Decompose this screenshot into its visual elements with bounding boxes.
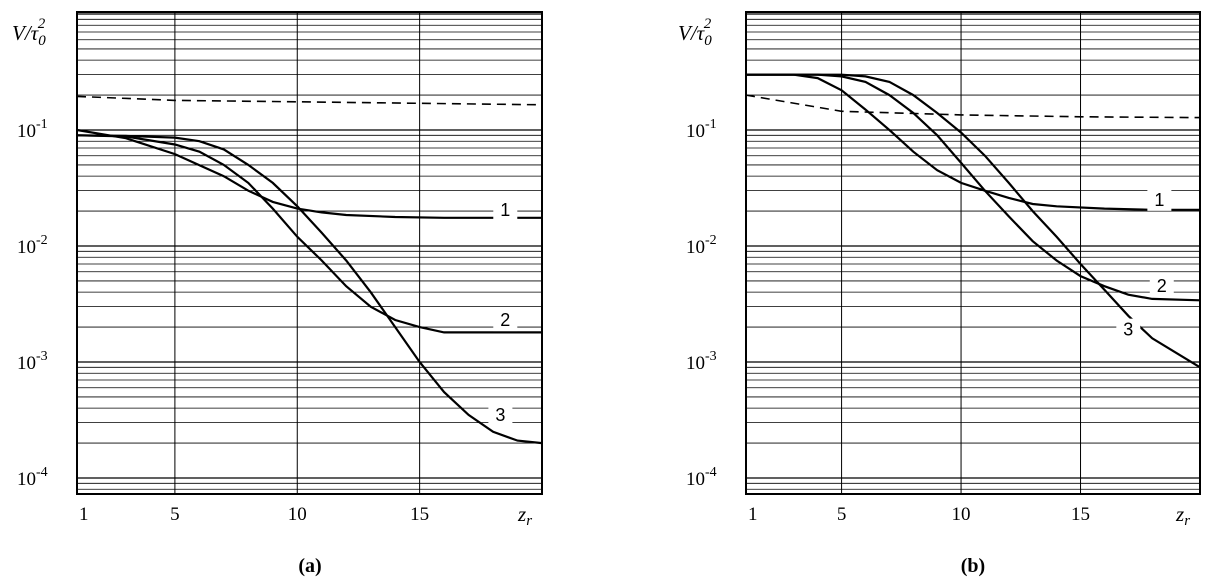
series-label-bg [1147, 188, 1172, 211]
x-tick-label: 10 [952, 504, 971, 525]
series-label-bg [1149, 275, 1174, 298]
series-label-3: 3 [495, 405, 505, 425]
series-label-bg [493, 198, 518, 221]
series-line-1 [746, 73, 1200, 211]
x-tick-label: 15 [410, 504, 429, 525]
y-axis-label: V/τ02 [678, 16, 712, 49]
x-tick-label: 1 [748, 504, 758, 525]
x-tick-label: 1 [79, 504, 89, 525]
series-label-bg [1116, 318, 1141, 341]
panel-label: (a) [298, 555, 321, 577]
series-line-3 [76, 134, 543, 445]
series-line-2 [76, 134, 542, 334]
y-axis-label: V/τ02 [12, 16, 46, 49]
x-tick-label: 5 [170, 504, 180, 525]
x-axis-label: zr [517, 502, 532, 529]
series-label-3: 3 [1123, 320, 1133, 340]
panel-label: (b) [961, 555, 985, 577]
series-line-1 [76, 128, 542, 219]
y-tick-label: 10-3 [686, 349, 717, 374]
series-label-1: 1 [1154, 190, 1164, 210]
x-tick-label: 10 [288, 504, 307, 525]
y-tick-label: 10-3 [17, 349, 48, 374]
y-tick-label: 10-1 [17, 117, 48, 142]
y-tick-label: 10-2 [17, 233, 48, 258]
x-axis-label: zr [1175, 502, 1190, 529]
series-line-2 [746, 73, 1201, 302]
series-label-bg [493, 309, 518, 332]
series-dashed-line [76, 95, 543, 106]
series-label-1: 1 [500, 200, 510, 220]
series-dashed-line [745, 94, 1201, 119]
x-tick-label: 15 [1071, 504, 1090, 525]
series-label-2: 2 [1157, 276, 1167, 296]
y-tick-label: 10-2 [686, 233, 717, 258]
y-tick-label: 10-1 [686, 117, 717, 142]
series-label-2: 2 [500, 310, 510, 330]
plot-frame [745, 11, 1201, 495]
y-tick-label: 10-4 [17, 465, 48, 490]
x-tick-label: 5 [837, 504, 847, 525]
series-label-bg [488, 403, 513, 426]
plot-frame [76, 11, 543, 495]
y-tick-label: 10-4 [686, 465, 717, 490]
